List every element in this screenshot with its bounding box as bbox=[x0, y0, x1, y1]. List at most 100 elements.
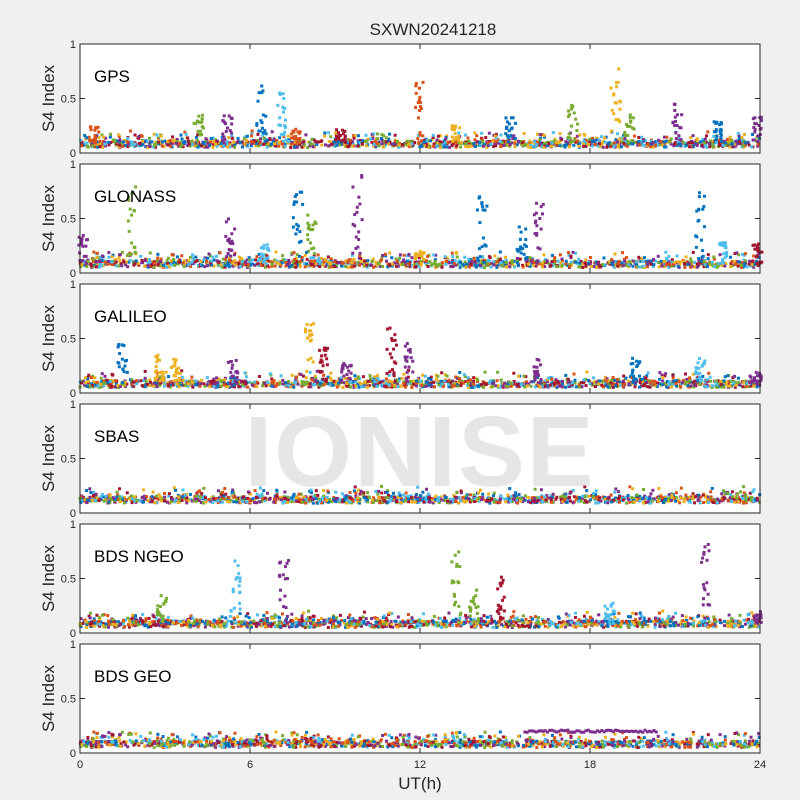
data-point bbox=[209, 263, 213, 267]
data-point bbox=[467, 262, 471, 266]
data-point bbox=[175, 138, 179, 142]
data-point bbox=[648, 145, 652, 149]
data-point bbox=[627, 382, 631, 386]
data-point bbox=[445, 145, 449, 149]
data-point bbox=[626, 260, 630, 264]
data-point bbox=[450, 143, 454, 147]
data-point bbox=[529, 146, 533, 150]
data-point bbox=[635, 359, 639, 363]
data-point bbox=[99, 376, 103, 380]
data-point bbox=[214, 254, 218, 258]
data-point bbox=[121, 144, 125, 148]
data-point bbox=[306, 145, 310, 149]
data-point bbox=[226, 252, 230, 256]
data-point bbox=[700, 143, 704, 147]
data-point bbox=[133, 133, 137, 137]
data-point bbox=[688, 145, 692, 149]
data-point bbox=[128, 378, 132, 382]
data-point bbox=[170, 141, 174, 145]
data-point bbox=[158, 262, 162, 266]
data-point bbox=[250, 142, 254, 146]
data-point bbox=[284, 264, 288, 268]
data-point bbox=[686, 262, 690, 266]
data-point bbox=[377, 379, 381, 383]
data-point bbox=[299, 265, 303, 269]
data-point bbox=[231, 144, 235, 148]
data-point bbox=[202, 257, 206, 261]
data-point bbox=[474, 377, 478, 381]
data-point bbox=[753, 376, 757, 380]
data-point bbox=[492, 380, 496, 384]
data-point bbox=[162, 376, 166, 380]
data-point bbox=[164, 370, 168, 374]
data-point bbox=[613, 378, 617, 382]
data-point bbox=[77, 243, 81, 247]
data-point bbox=[663, 142, 667, 146]
data-point bbox=[684, 255, 688, 259]
data-point bbox=[198, 384, 202, 388]
data-point bbox=[461, 380, 465, 384]
data-point bbox=[393, 333, 397, 337]
data-point bbox=[745, 141, 749, 145]
data-point bbox=[642, 143, 646, 147]
data-point bbox=[145, 382, 149, 386]
data-point bbox=[290, 381, 294, 385]
data-point bbox=[543, 141, 547, 145]
data-point bbox=[422, 140, 426, 144]
data-point bbox=[435, 138, 439, 142]
data-point bbox=[114, 264, 118, 268]
data-point bbox=[184, 264, 188, 268]
data-point bbox=[224, 257, 228, 261]
data-point bbox=[305, 257, 309, 261]
y-axis-label: S4 Index bbox=[39, 304, 58, 372]
data-point bbox=[293, 194, 297, 198]
data-point bbox=[532, 365, 536, 369]
data-point bbox=[426, 264, 430, 268]
data-point bbox=[266, 497, 270, 501]
data-point bbox=[226, 360, 230, 364]
data-point bbox=[306, 233, 310, 237]
data-point bbox=[221, 380, 225, 384]
data-point bbox=[157, 138, 161, 142]
data-point bbox=[396, 139, 400, 143]
data-point bbox=[323, 131, 327, 135]
data-point bbox=[379, 383, 383, 387]
data-point bbox=[522, 139, 526, 143]
data-point bbox=[406, 262, 410, 266]
data-point bbox=[751, 117, 755, 121]
data-point bbox=[543, 384, 547, 388]
data-point bbox=[596, 144, 600, 148]
data-point bbox=[519, 247, 523, 251]
data-point bbox=[662, 259, 666, 263]
data-point bbox=[465, 383, 469, 387]
data-point bbox=[80, 238, 84, 242]
data-point bbox=[298, 130, 302, 134]
data-point bbox=[318, 382, 322, 386]
data-point bbox=[682, 141, 686, 145]
data-point bbox=[117, 143, 121, 147]
data-point bbox=[213, 382, 217, 386]
data-point bbox=[723, 241, 727, 245]
data-point bbox=[334, 138, 338, 142]
data-point bbox=[568, 384, 572, 388]
data-point bbox=[394, 257, 398, 261]
data-point bbox=[218, 251, 222, 255]
data-point bbox=[224, 263, 228, 267]
data-point bbox=[219, 263, 223, 267]
data-point bbox=[101, 142, 105, 146]
data-point bbox=[228, 143, 232, 147]
data-point bbox=[697, 218, 701, 222]
data-point bbox=[611, 383, 615, 387]
data-point bbox=[755, 382, 759, 386]
data-point bbox=[230, 136, 234, 140]
data-point bbox=[221, 119, 225, 123]
data-point bbox=[419, 381, 423, 385]
data-point bbox=[593, 385, 597, 389]
data-point bbox=[637, 265, 641, 269]
data-point bbox=[588, 382, 592, 386]
data-point bbox=[127, 195, 131, 199]
data-point bbox=[683, 262, 687, 266]
data-point bbox=[633, 385, 637, 389]
data-point bbox=[418, 379, 422, 383]
data-point bbox=[340, 139, 344, 143]
